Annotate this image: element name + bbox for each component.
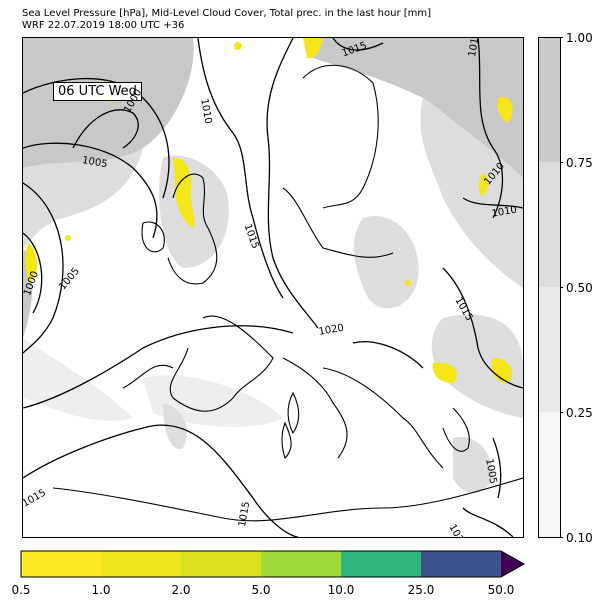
isobar-line: [72, 109, 139, 149]
time-label: 06 UTC Wed: [53, 82, 142, 101]
chart-subtitle: WRF 22.07.2019 18:00 UTC +36: [22, 20, 185, 31]
precip-spot: [405, 280, 411, 286]
precip-spot: [491, 357, 513, 383]
isobar-line: [23, 325, 294, 409]
colorbar-segment-3: [261, 551, 341, 577]
colorbar-extend-arrow: [501, 551, 524, 577]
isobar-line: [23, 182, 64, 354]
cloud-area: [23, 338, 133, 421]
isobar-line: [23, 232, 43, 314]
precip-spot: [234, 42, 242, 50]
map-canvas: [23, 38, 523, 537]
colorbar-tick: 1.00: [560, 32, 593, 44]
isobar-line: [197, 38, 284, 299]
coastline: [122, 364, 174, 389]
precip-colorbar: [20, 550, 526, 578]
colorbar-tick: 25.0: [407, 583, 435, 597]
coastlines: [52, 64, 523, 522]
coastline: [169, 315, 274, 412]
precip-spot: [497, 97, 513, 123]
colorbar-tick: 1.0: [91, 583, 111, 597]
coastline: [282, 187, 394, 258]
cloud-cover-colorbar: [538, 37, 561, 538]
cloud-area: [159, 155, 229, 268]
colorbar-tick: 10.0: [327, 583, 355, 597]
precip-spot: [478, 173, 489, 196]
colorbar-segment-3: [539, 38, 560, 162]
cloud-area: [303, 38, 523, 178]
colorbar-tick: 50.0: [487, 583, 515, 597]
colorbar-segment-2: [539, 162, 560, 287]
colorbar-segment-2: [181, 551, 261, 577]
coastline: [442, 407, 470, 452]
precip-spot: [303, 38, 323, 59]
isobar-line: [442, 267, 523, 389]
colorbar-segment-0: [539, 412, 560, 537]
colorbar-segment-4: [341, 551, 421, 577]
precip-spot: [432, 362, 457, 383]
cloud-area: [353, 216, 419, 309]
colorbar-tick: 0.10: [560, 532, 593, 544]
chart-title: Sea Level Pressure [hPa], Mid-Level Clou…: [22, 8, 432, 19]
cloud-area: [431, 314, 523, 418]
isobar-line: [23, 142, 158, 239]
colorbar-tick: 5.0: [251, 583, 271, 597]
colorbar-tick: 0.50: [560, 282, 593, 294]
colorbar-segment-1: [101, 551, 181, 577]
coastline: [282, 357, 348, 459]
coastline: [287, 391, 300, 435]
cloud-area: [420, 98, 523, 288]
coastline: [281, 421, 292, 460]
isobar-line: [462, 197, 523, 209]
colorbar-tick: 0.25: [560, 407, 593, 419]
coastline: [52, 477, 523, 522]
cloud-cover-field: [23, 38, 523, 493]
coastline: [141, 221, 165, 253]
isobar-line: [462, 507, 514, 537]
colorbar-tick: 0.75: [560, 157, 593, 169]
coastline: [322, 367, 444, 469]
isobar-line: [266, 38, 319, 329]
isobar-line: [352, 341, 424, 369]
cloud-area: [23, 148, 143, 248]
precip-spot: [65, 235, 71, 241]
colorbar-segment-0: [21, 551, 101, 577]
coastline: [167, 173, 218, 285]
colorbar-tick: 2.0: [171, 583, 191, 597]
weather-map: 06 UTC Wed 1015 1015 1000 1010 1005 1015 1010 1…: [22, 37, 524, 538]
cloud-area: [23, 38, 194, 168]
precip-spot: [25, 243, 38, 283]
colorbar-tick: 0.5: [11, 583, 31, 597]
coastline: [302, 64, 379, 209]
colorbar-segment-1: [539, 287, 560, 412]
isobar-line: [332, 38, 384, 51]
isobar-line: [492, 437, 502, 499]
isobar-line: [477, 38, 504, 219]
colorbar-segment-5: [421, 551, 501, 577]
